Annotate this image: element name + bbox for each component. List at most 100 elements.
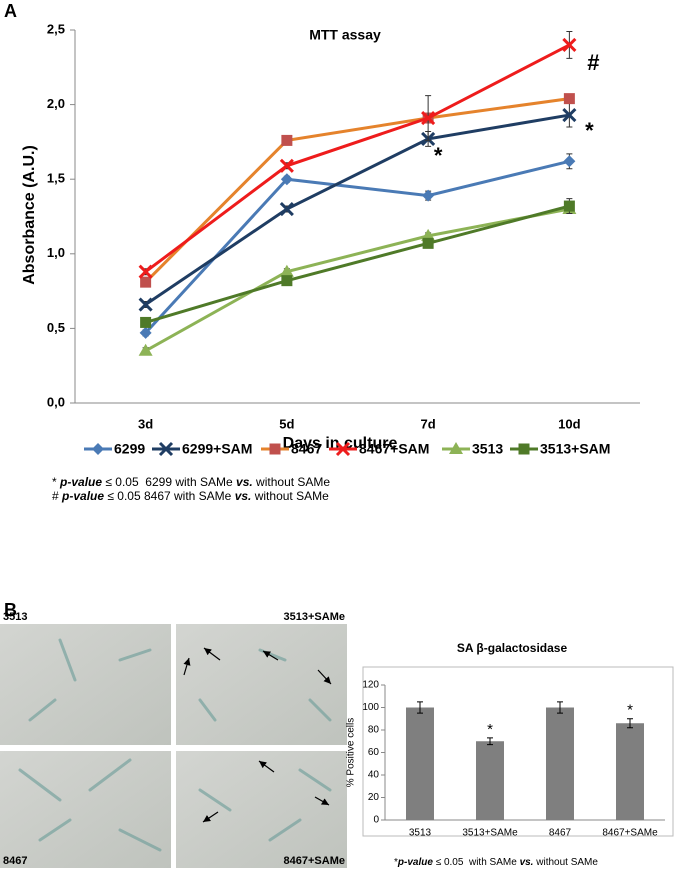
footnote-part: vs.	[235, 489, 252, 503]
marker	[138, 343, 153, 356]
footnote-part: ≤ 0.05 8467 with SAMe	[104, 489, 235, 503]
x-tick-label: 3513	[409, 828, 432, 839]
marker	[140, 276, 152, 288]
footnote-part: p-value	[59, 475, 102, 489]
marker	[563, 200, 575, 212]
footnote-part: vs.	[520, 857, 534, 868]
series	[139, 153, 576, 339]
y-tick-label: 120	[362, 680, 379, 691]
legend-marker	[449, 442, 463, 454]
marker	[562, 107, 577, 123]
annotation: *	[434, 143, 443, 168]
bar	[546, 707, 574, 820]
marker	[140, 316, 152, 328]
micrograph	[0, 751, 171, 868]
marker	[138, 264, 153, 279]
legend-marker	[158, 441, 174, 457]
y-tick-label: 20	[368, 792, 380, 803]
marker	[562, 37, 577, 52]
legend-marker	[92, 443, 104, 455]
micrographs	[0, 624, 347, 868]
footnote: # p-value ≤ 0.05 8467 with SAMe vs. with…	[52, 489, 329, 503]
y-tick-label: 60	[368, 747, 380, 758]
footnote-part: #	[52, 489, 62, 503]
series-line	[144, 43, 571, 273]
marker	[421, 110, 436, 126]
micrograph	[176, 751, 347, 868]
x-tick-label: 8467	[549, 828, 572, 839]
image-label: 8467	[3, 855, 27, 867]
error-bar	[627, 718, 633, 729]
y-tick-label: 40	[368, 770, 380, 781]
footnote-part: ≤ 0.05 6299 with SAMe	[102, 475, 236, 489]
x-axis-title: Days in culture	[283, 435, 398, 452]
footnote-part: without SAMe	[251, 489, 329, 503]
chart-title: SA β-galactosidase	[457, 641, 568, 655]
chart-title: MTT assay	[309, 27, 381, 43]
footnote-part: without SAMe	[253, 475, 331, 489]
annotation: #	[587, 50, 599, 75]
legend-marker	[269, 443, 281, 455]
series-line	[144, 113, 570, 306]
series-line	[144, 207, 570, 353]
series	[138, 30, 577, 279]
footnote: *p-value ≤ 0.05 with SAMe vs. without SA…	[394, 857, 598, 868]
annotation: *	[627, 702, 633, 719]
marker	[563, 155, 576, 168]
y-tick-label: 1,0	[47, 245, 65, 260]
series-line	[145, 204, 570, 324]
plot-frame	[362, 666, 674, 837]
footnote-part: without SAMe	[533, 857, 598, 868]
marker	[139, 326, 152, 339]
marker	[422, 237, 434, 249]
y-tick-label: 0	[373, 815, 379, 826]
error-bar	[557, 701, 563, 714]
legend-marker	[518, 443, 530, 455]
y-tick-label: 0,0	[47, 394, 65, 409]
series	[140, 93, 575, 288]
y-tick-label: 80	[368, 725, 380, 736]
series-line	[144, 97, 570, 284]
micrograph	[176, 624, 347, 745]
marker	[138, 297, 153, 312]
footnote-part: *	[52, 475, 60, 489]
bar	[616, 723, 644, 820]
bar	[406, 707, 434, 820]
annotation: *	[585, 118, 594, 143]
y-tick-label: 100	[362, 702, 379, 713]
x-tick-label: 10d	[558, 416, 580, 431]
legend-label: 3513	[472, 441, 503, 457]
x-tick-label: 5d	[279, 416, 294, 431]
image-label: 3513	[3, 611, 27, 623]
micrograph	[0, 624, 171, 745]
legend-label: 8467+SAM	[359, 441, 429, 457]
annotation: *	[487, 721, 493, 738]
series-line	[144, 159, 570, 334]
y-tick-label: 1,5	[47, 171, 65, 186]
legend-label: 6299+SAM	[182, 441, 252, 457]
image-label: 3513+SAMe	[284, 611, 345, 623]
marker	[422, 189, 435, 202]
series	[140, 198, 575, 328]
bar	[476, 741, 504, 820]
x-tick-label: 8467+SAMe	[602, 828, 658, 839]
panel-label: B	[4, 600, 17, 620]
x-tick-label: 3513+SAMe	[462, 828, 518, 839]
footnote-part: p-value	[397, 857, 433, 868]
y-axis-title: Absorbance (A.U.)	[21, 145, 38, 285]
footnote: * p-value ≤ 0.05 6299 with SAMe vs. with…	[52, 475, 330, 489]
marker	[280, 173, 293, 186]
y-axis-title: % Positive cells	[346, 718, 357, 787]
series	[138, 102, 577, 312]
panel-label: A	[4, 1, 17, 21]
error-bar	[417, 701, 423, 714]
y-tick-label: 2,0	[47, 96, 65, 111]
footnote-part: p-value	[61, 489, 104, 503]
marker	[281, 134, 293, 146]
error-bar	[487, 737, 493, 746]
x-tick-label: 3d	[138, 416, 153, 431]
legend-label: 3513+SAM	[540, 441, 610, 457]
y-tick-label: 0,5	[47, 320, 65, 335]
marker	[279, 264, 294, 277]
